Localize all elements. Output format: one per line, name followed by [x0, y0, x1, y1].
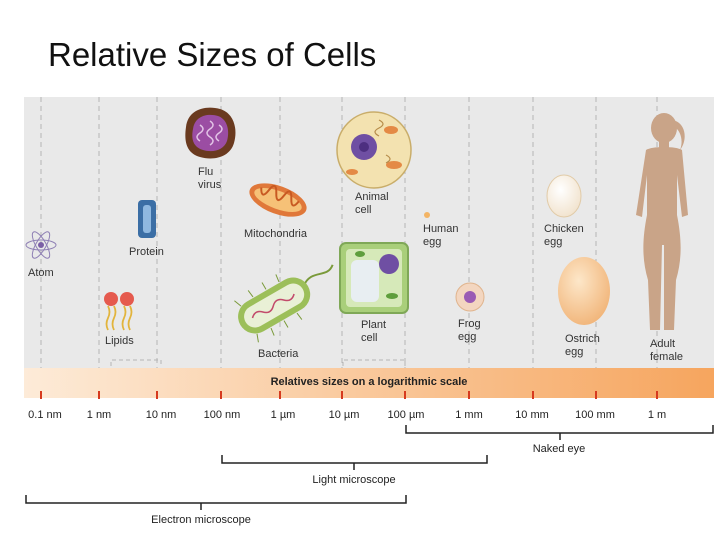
mitochondria-icon	[249, 183, 307, 217]
light-microscope-bracket	[221, 455, 488, 470]
scale-bar	[24, 368, 714, 398]
plant-cell-icon	[339, 242, 409, 314]
animal-cell-label-2: cell	[355, 204, 372, 216]
ostrich-egg-icon	[558, 257, 610, 325]
ostrich-egg-label-1: Ostrich	[565, 333, 600, 345]
flu-virus-label-1: Flu	[198, 166, 213, 178]
electron-microscope-label: Electron microscope	[151, 514, 251, 526]
light-microscope-label: Light microscope	[312, 474, 395, 486]
page-title: Relative Sizes of Cells	[48, 36, 377, 73]
adult-female-label-2: female	[650, 351, 683, 363]
lipids-icon	[104, 292, 134, 331]
atom-label: Atom	[28, 267, 54, 279]
electron-microscope-bracket	[25, 495, 407, 510]
ostrich-egg-label-2: egg	[565, 346, 583, 358]
frog-egg-label-1: Frog	[458, 318, 481, 330]
scale-caption: Relatives sizes on a logarithmic scale	[271, 376, 468, 388]
human-egg-icon	[424, 212, 430, 218]
tick-label: 1 mm	[455, 409, 483, 421]
scale-ticks	[40, 391, 658, 399]
protein-icon	[138, 200, 156, 238]
plant-cell-label-1: Plant	[361, 319, 386, 331]
frog-egg-label-2: egg	[458, 331, 476, 343]
bacteria-label: Bacteria	[258, 348, 299, 360]
naked-eye-label: Naked eye	[533, 443, 586, 455]
tick-label: 10 µm	[329, 409, 360, 421]
tick-label: 0.1 nm	[28, 409, 62, 421]
tick-label: 10 mm	[515, 409, 549, 421]
protein-label: Protein	[129, 246, 164, 258]
lipids-label: Lipids	[105, 335, 134, 347]
mitochondria-label: Mitochondria	[244, 228, 308, 240]
plant-cell-label-2: cell	[361, 332, 378, 344]
tick-label: 1 µm	[271, 409, 296, 421]
atom-icon	[25, 231, 57, 259]
animal-cell-icon	[336, 111, 412, 189]
frog-egg-icon	[455, 282, 485, 312]
chicken-egg-label-2: egg	[544, 236, 562, 248]
tick-label: 1 m	[648, 409, 666, 421]
tick-label: 100 nm	[204, 409, 241, 421]
flu-virus-icon	[185, 107, 236, 159]
lipids-bracket	[110, 359, 162, 366]
adult-female-label-1: Adult	[650, 338, 675, 350]
tick-label: 1 nm	[87, 409, 111, 421]
naked-eye-bracket	[405, 425, 714, 440]
flu-virus-label-2: virus	[198, 179, 222, 191]
tick-label: 10 nm	[146, 409, 177, 421]
tick-label: 100 mm	[575, 409, 615, 421]
animal-cell-label-1: Animal	[355, 191, 389, 203]
plant-cell-bracket	[342, 359, 406, 366]
human-egg-label-1: Human	[423, 223, 458, 235]
chicken-egg-label-1: Chicken	[544, 223, 584, 235]
bacteria-icon	[234, 264, 334, 343]
adult-female-icon	[636, 113, 688, 330]
chicken-egg-icon	[546, 174, 582, 218]
tick-label: 100 µm	[388, 409, 425, 421]
human-egg-label-2: egg	[423, 236, 441, 248]
